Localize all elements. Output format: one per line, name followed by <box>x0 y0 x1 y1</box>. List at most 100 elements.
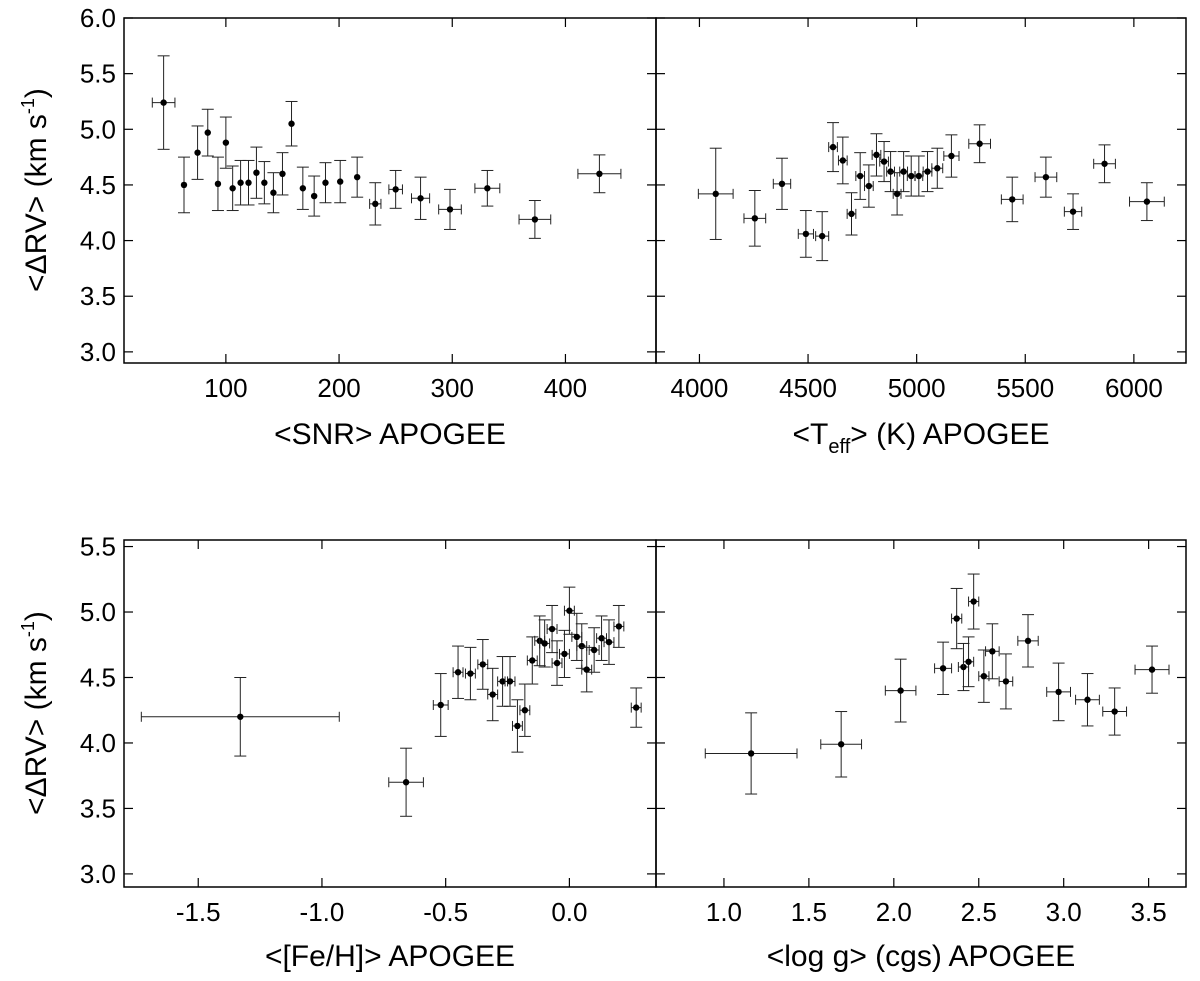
panel-top-left-x-tick-label: 400 <box>544 373 587 403</box>
panel-top-right-data-point <box>948 152 955 160</box>
panel-top-right-data-point <box>900 168 907 175</box>
panel-bottom-right-x-tick-label: 2.0 <box>876 897 912 927</box>
panel-top-right-x-tick-label: 5000 <box>888 373 946 403</box>
panel-bottom-right-x-tick-label: 1.5 <box>791 897 827 927</box>
panel-bottom-left-y-tick-label: 5.0 <box>80 597 116 627</box>
panel-bottom-left-data-point <box>489 691 496 698</box>
panel-bottom-right-data-point <box>970 598 977 605</box>
panel-top-right-data-point <box>887 168 894 175</box>
panel-top-left-data-point <box>484 185 491 192</box>
panel-top-left-data-point <box>180 181 188 189</box>
panel-top-left-y-tick-label: 6.0 <box>80 3 116 33</box>
panel-top-left-data-point <box>336 178 344 185</box>
panel-top-left-data-point <box>372 200 379 208</box>
y-axis-label-bottom: <ΔRV> (km s-1) <box>18 611 53 815</box>
panel-top-left-data-point <box>270 189 277 196</box>
x-axis-label-feh: <[Fe/H]> APOGEE <box>265 940 515 973</box>
panel-bottom-left-data-point <box>553 659 561 667</box>
panel-top-right-data-point <box>751 215 759 222</box>
panel-bottom-left-data-point <box>499 678 506 685</box>
panel-top-right-data-point <box>893 190 901 198</box>
panel-top-right-data-point <box>976 140 983 147</box>
panel-bottom-left-x-tick-label: 0.0 <box>551 897 587 927</box>
x-axis-label-logg: <log g> (cgs) APOGEE <box>767 940 1075 973</box>
panel-top-right-data-point <box>802 230 810 238</box>
panel-bottom-left-x-tick-label: -1.5 <box>176 897 221 927</box>
panel-bottom-right-data-point <box>1024 637 1032 645</box>
panel-bottom-right-x-tick-label: 3.5 <box>1131 897 1167 927</box>
panel-top-right-x-tick-label: 4500 <box>779 373 837 403</box>
panel-top-right-data-point <box>1009 196 1016 203</box>
panel-top-right-data-point <box>1069 208 1077 215</box>
panel-top-left-data-point <box>214 180 222 188</box>
panel-bottom-right-data-point <box>837 741 845 748</box>
panel-top-left-y-tick-label: 3.5 <box>80 281 116 311</box>
panel-top-left-data-point <box>596 170 603 178</box>
panel-bottom-right-data-point <box>1111 708 1118 715</box>
panel-top-left-data-point <box>204 129 211 136</box>
panel-bottom-right-data-point <box>1055 688 1062 696</box>
panel-top-right-frame <box>655 17 1187 364</box>
panel-bottom-left-y-tick-label: 4.0 <box>80 728 116 758</box>
panel-bottom-left-data-point <box>566 607 573 614</box>
panel-bottom-left-data-point <box>541 640 548 647</box>
panel-bottom-left-data-point <box>605 638 613 646</box>
panel-top-left-x-tick-label: 100 <box>204 373 247 403</box>
panel-bottom-right-x-tick-label: 3.0 <box>1046 897 1082 927</box>
panel-bottom-right-data-point <box>747 750 755 757</box>
panel-bottom-left-data-point <box>590 646 598 654</box>
panel-top-left-x-tick-label: 200 <box>317 373 360 403</box>
panel-bottom-right-data-point <box>960 663 967 671</box>
panel-bottom-left-data-point <box>561 650 568 658</box>
panel-top-right-data-point <box>873 151 880 159</box>
panel-bottom-right-data-point <box>980 672 988 680</box>
panel-top-left-data-point <box>237 179 244 186</box>
panel-bottom-right-x-tick-label: 1.0 <box>706 897 742 927</box>
panel-top-right-x-tick-label: 6000 <box>1105 373 1163 403</box>
panel-top-left-data-point <box>194 149 201 156</box>
panel-top-right-x-tick-label: 4000 <box>671 373 729 403</box>
panel-top-right-data-point <box>865 182 873 190</box>
panel-top-right-data-point <box>924 168 931 175</box>
panel-bottom-left-data-point <box>529 657 536 664</box>
panel-bottom-right-data-point <box>939 665 947 672</box>
panel-bottom-left-data-point <box>467 670 474 677</box>
panel-top-right-data-point <box>856 172 864 180</box>
panel-bottom-left-data-point <box>514 722 521 730</box>
panel-top-right-data-point <box>829 143 837 151</box>
panel-top-left-data-point <box>261 179 268 186</box>
y-axis-label-top: <ΔRV> (km s-1) <box>18 88 53 292</box>
x-axis-label-teff: <Teff> (K) APOGEE <box>793 418 1050 458</box>
panel-bottom-left-data-point <box>454 669 462 676</box>
panel-bottom-right-data-point <box>897 687 904 694</box>
panel-bottom-left-data-point <box>598 635 605 642</box>
panel-top-right-data-point <box>848 210 855 218</box>
panel-bottom-left-data-point <box>583 666 590 673</box>
panel-top-left-frame <box>123 17 657 364</box>
panel-bottom-left-data-point <box>615 623 623 630</box>
panel-top-right-data-point <box>880 158 888 165</box>
panel-bottom-left-data-point <box>633 704 640 711</box>
panel-bottom-left-frame <box>123 539 657 888</box>
panel-bottom-left-y-tick-label: 3.0 <box>80 859 116 889</box>
panel-bottom-left-data-point <box>237 713 244 720</box>
panel-top-left-data-point <box>245 179 252 186</box>
panel-top-left-data-point <box>279 170 286 178</box>
panel-bottom-right-data-point <box>1148 666 1156 673</box>
panel-top-right-data-point <box>1101 160 1108 167</box>
panel-bottom-right-data-point <box>953 615 960 622</box>
panel-top-left-data-point <box>299 185 307 192</box>
panel-bottom-right-data-point <box>989 648 996 655</box>
panel-top-left-y-tick-label: 4.5 <box>80 170 116 200</box>
panel-bottom-left-data-point <box>578 642 585 650</box>
panel-top-right-data-point <box>1042 173 1050 181</box>
panel-bottom-left-x-tick-label: -1.0 <box>300 897 345 927</box>
panel-bottom-left-data-point <box>506 678 514 685</box>
panel-top-left-data-point <box>310 192 318 200</box>
panel-top-right-data-point <box>908 172 915 180</box>
panel-top-right-x-tick-label: 5500 <box>996 373 1054 403</box>
panel-top-right-data-point <box>778 180 786 188</box>
panel-top-right-data-point <box>1143 198 1151 205</box>
panel-top-left-data-point <box>322 179 329 186</box>
panel-bottom-left-y-tick-label: 5.5 <box>80 532 116 562</box>
